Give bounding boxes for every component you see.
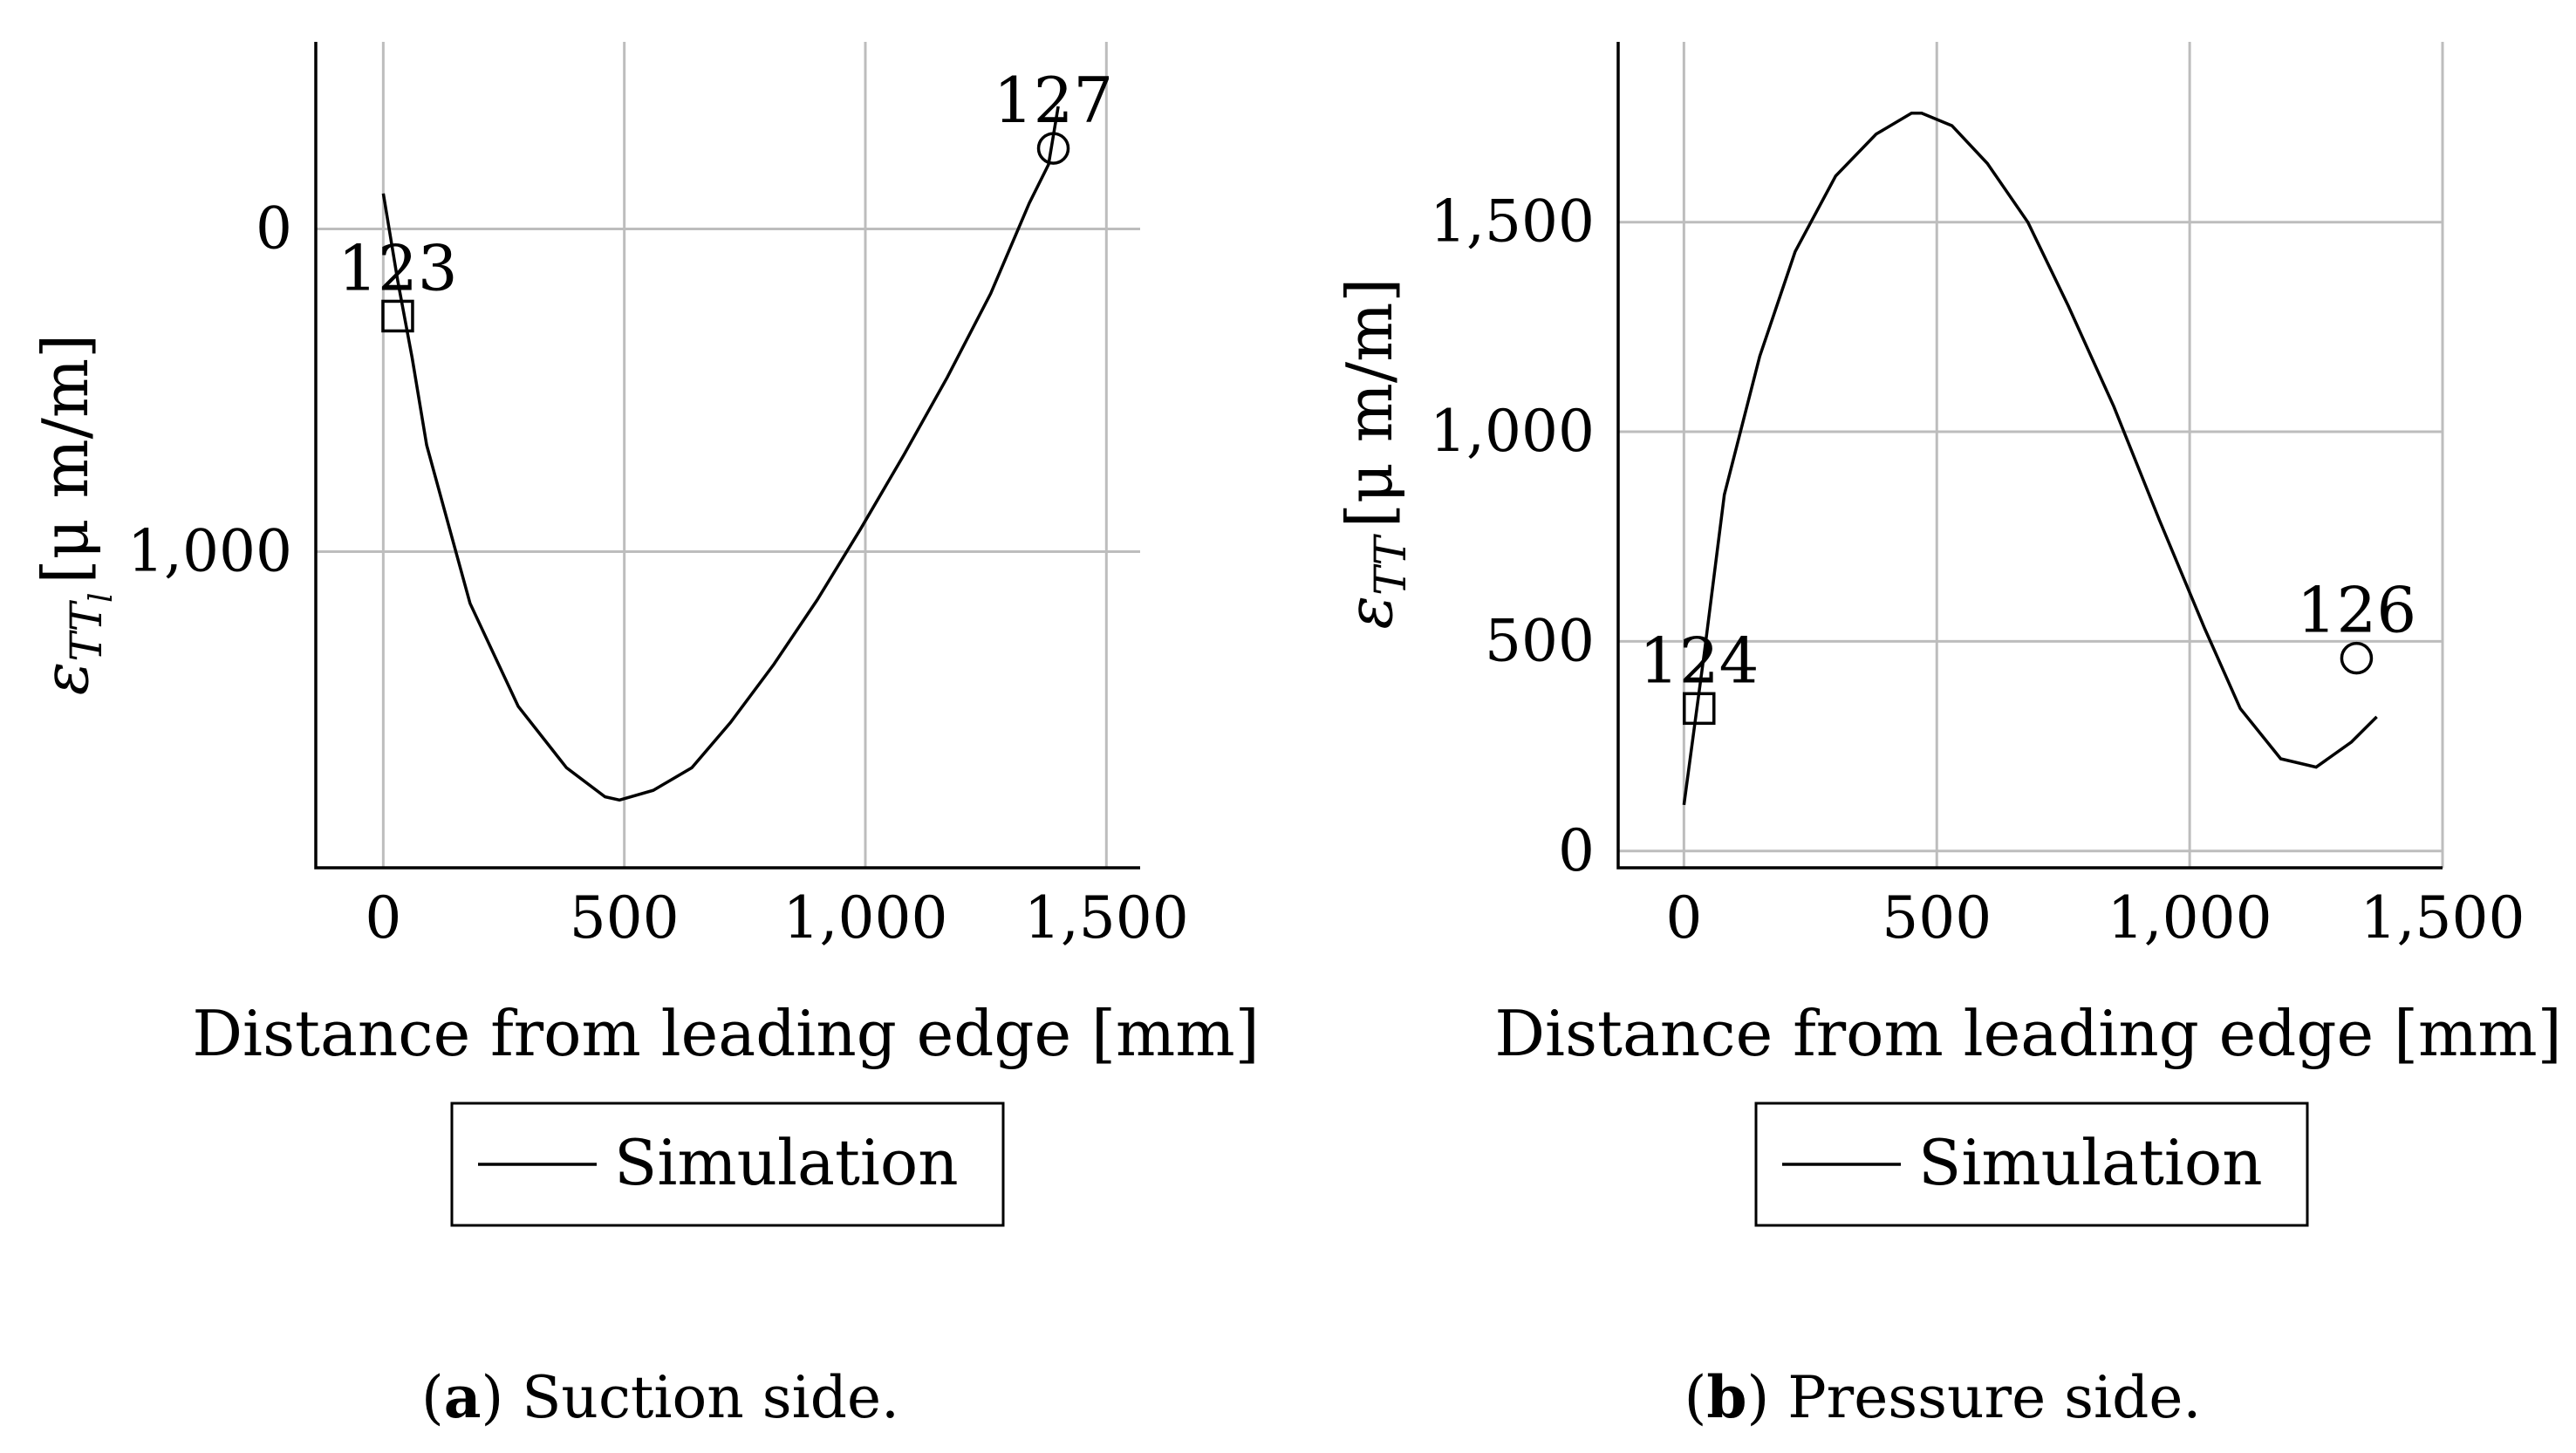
y-tick-label: 1,000 bbox=[127, 517, 292, 584]
x-axis-label-a: Distance from leading edge [mm] bbox=[192, 997, 1259, 1070]
markers-b: 124 126 bbox=[1639, 574, 2416, 726]
caption-label-b: b bbox=[1706, 1363, 1746, 1431]
y-tick-label: 0 bbox=[1558, 817, 1595, 884]
y-axis-unit-b: [μ m/m] bbox=[1333, 278, 1406, 529]
legend-a: Simulation bbox=[450, 1102, 1005, 1227]
y-axis-label-a: εTTl [μ m/m] bbox=[29, 334, 120, 695]
y-axis-unit-a: [μ m/m] bbox=[29, 334, 102, 584]
y-axis-sub-b: TT bbox=[1365, 534, 1416, 596]
y-axis-symbol-b: ε bbox=[1333, 596, 1406, 630]
point-marker-123 bbox=[381, 299, 414, 333]
point-label-127: 127 bbox=[994, 64, 1113, 137]
x-tick-label: 500 bbox=[1882, 884, 1992, 952]
x-tick-labels-a: 0 500 1,000 1,500 bbox=[365, 884, 1188, 952]
legend-label-b: Simulation bbox=[1918, 1126, 2263, 1199]
y-tick-labels-b: 0 500 1,000 1,500 bbox=[1430, 188, 1595, 884]
point-marker-127 bbox=[1036, 132, 1070, 165]
caption-b: (b) Pressure side. bbox=[1684, 1363, 2202, 1431]
x-tick-label: 1,500 bbox=[2361, 884, 2525, 952]
y-tick-label: 1,500 bbox=[1430, 188, 1595, 256]
legend-b: Simulation bbox=[1754, 1102, 2309, 1227]
x-tick-label: 1,500 bbox=[1024, 884, 1189, 952]
y-axis-label-b: εTT[μ m/m] bbox=[1333, 278, 1416, 630]
x-tick-label: 1,000 bbox=[783, 884, 948, 952]
axes-a bbox=[314, 42, 1140, 870]
y-tick-label: 0 bbox=[256, 195, 292, 263]
y-axis-subsub-a: l bbox=[84, 592, 120, 603]
caption-text-b: Pressure side. bbox=[1787, 1364, 2201, 1431]
y-axis-symbol-a: ε bbox=[29, 662, 102, 696]
simulation-line-a bbox=[381, 106, 1060, 802]
x-tick-label: 1,000 bbox=[2108, 884, 2272, 952]
x-tick-label: 0 bbox=[1665, 884, 1702, 952]
legend-label-a: Simulation bbox=[614, 1126, 959, 1199]
x-axis-label-b: Distance from leading edge [mm] bbox=[1494, 997, 2561, 1070]
caption-a: (a) Suction side. bbox=[421, 1363, 899, 1431]
grid-b bbox=[1618, 42, 2444, 868]
y-tick-label: 1,000 bbox=[1430, 398, 1595, 465]
point-label-123: 123 bbox=[338, 231, 457, 304]
grid-a bbox=[316, 42, 1140, 868]
simulation-line-b bbox=[1682, 111, 2378, 806]
caption-text-a: Suction side. bbox=[522, 1364, 899, 1431]
x-tick-label: 500 bbox=[570, 884, 680, 952]
panel-a-suction-side: 123 127 0 500 1,000 1,500 0 1,000 εTTl [μ m/m]… bbox=[29, 42, 1260, 1431]
y-axis-sub-a: TT bbox=[61, 599, 112, 661]
y-tick-label: 500 bbox=[1485, 607, 1595, 674]
point-marker-126 bbox=[2340, 641, 2374, 675]
point-label-126: 126 bbox=[2297, 574, 2416, 647]
panel-b-pressure-side: 124 126 0 500 1,000 1,500 0 500 1,000 1,500 εTT… bbox=[1333, 42, 2562, 1431]
markers-a: 123 127 bbox=[338, 64, 1113, 333]
point-marker-124 bbox=[1683, 692, 1716, 726]
axes-b bbox=[1616, 42, 2443, 870]
caption-label-a: a bbox=[444, 1363, 482, 1431]
x-tick-labels-b: 0 500 1,000 1,500 bbox=[1665, 884, 2525, 952]
y-tick-labels-a: 0 1,000 bbox=[127, 195, 292, 585]
point-label-124: 124 bbox=[1639, 624, 1759, 697]
x-tick-label: 0 bbox=[365, 884, 401, 952]
